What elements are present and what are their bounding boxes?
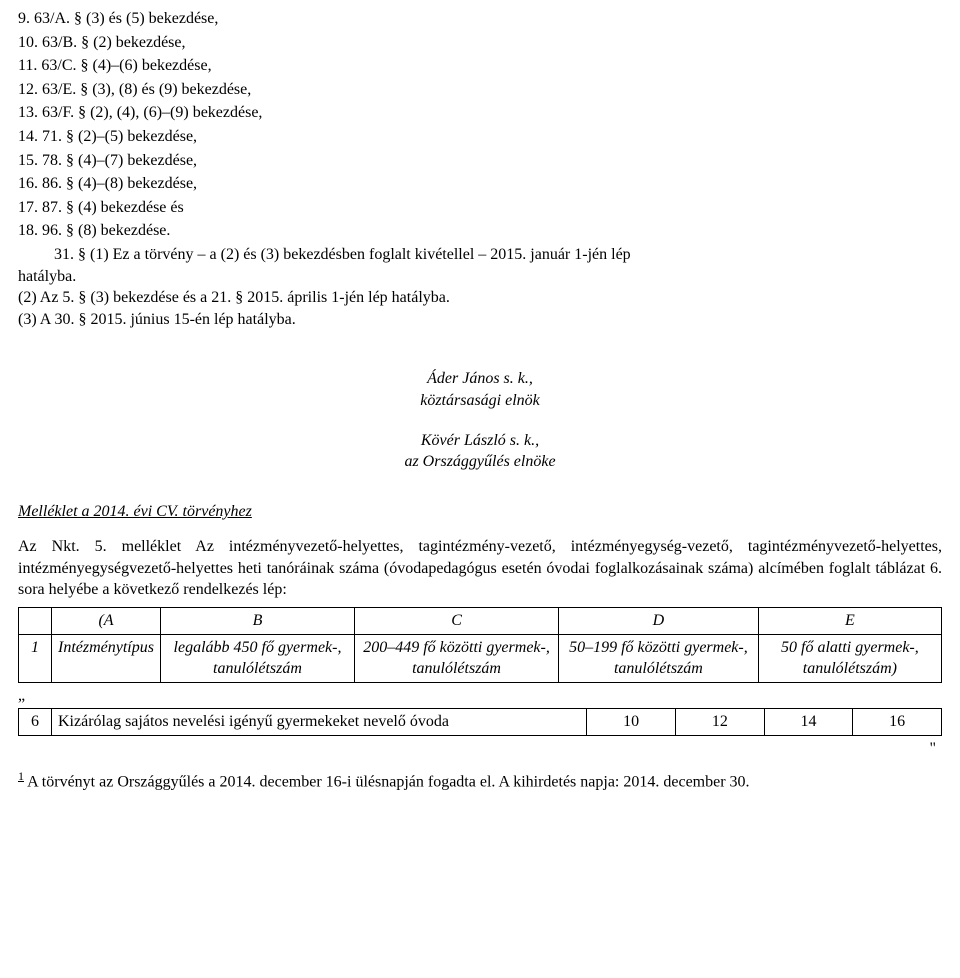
cell-label: Kizárólag sajátos nevelési igényű gyerme… [52, 709, 587, 736]
header-table: (A B C D E 1 Intézménytípus legalább 450… [18, 607, 942, 683]
signatory-2-name: Kövér László s. k., [18, 430, 942, 452]
data-table: 6 Kizárólag sajátos nevelési igényű gyer… [18, 708, 942, 736]
list-item: 16. 86. § (4)–(8) bekezdése, [18, 173, 942, 195]
table-row: 6 Kizárólag sajátos nevelési igényű gyer… [19, 709, 942, 736]
cell: 50 fő alatti gyermek-, tanulólétszám) [758, 634, 941, 682]
cell: 200–449 fő közötti gyermek-, tanulólétsz… [355, 634, 559, 682]
list-item: 15. 78. § (4)–(7) bekezdése, [18, 150, 942, 172]
signatory-2-title: az Országgyűlés elnöke [18, 451, 942, 473]
para-31-1-line2: hatályba. [18, 266, 942, 288]
cell-rownum: 1 [19, 634, 52, 682]
paragraph-31: 31. § (1) Ez a törvény – a (2) és (3) be… [18, 244, 942, 330]
list-item: 18. 96. § (8) bekezdése. [18, 220, 942, 242]
list-item: 9. 63/A. § (3) és (5) bekezdése, [18, 8, 942, 30]
open-quote: „ [18, 685, 942, 707]
signatory-1-name: Áder János s. k., [18, 368, 942, 390]
amendment-list: 9. 63/A. § (3) és (5) bekezdése, 10. 63/… [18, 8, 942, 242]
para-31-2: (2) Az 5. § (3) bekezdése és a 21. § 201… [18, 287, 942, 309]
cell: legalább 450 fő gyermek-, tanulólétszám [160, 634, 354, 682]
cell-val: 12 [675, 709, 764, 736]
table-row-headings: 1 Intézménytípus legalább 450 fő gyermek… [19, 634, 942, 682]
signatory-1-title: köztársasági elnök [18, 390, 942, 412]
list-item: 12. 63/E. § (3), (8) és (9) bekezdése, [18, 79, 942, 101]
cell: B [160, 608, 354, 635]
cell: C [355, 608, 559, 635]
para-31-1-line1: 31. § (1) Ez a törvény – a (2) és (3) be… [18, 244, 942, 266]
cell [19, 608, 52, 635]
list-item: 13. 63/F. § (2), (4), (6)–(9) bekezdése, [18, 102, 942, 124]
cell: (A [52, 608, 161, 635]
list-item: 14. 71. § (2)–(5) bekezdése, [18, 126, 942, 148]
cell: 50–199 fő közötti gyermek-, tanulólétszá… [559, 634, 759, 682]
cell: E [758, 608, 941, 635]
cell: Intézménytípus [52, 634, 161, 682]
cell-rownum: 6 [19, 709, 52, 736]
para-31-3: (3) A 30. § 2015. június 15-én lép hatál… [18, 309, 942, 331]
appendix-title: Melléklet a 2014. évi CV. törvényhez [18, 501, 942, 523]
cell-val: 16 [853, 709, 942, 736]
cell: D [559, 608, 759, 635]
list-item: 10. 63/B. § (2) bekezdése, [18, 32, 942, 54]
footnote-text: A törvényt az Országgyűlés a 2014. decem… [24, 773, 750, 790]
cell-val: 14 [764, 709, 853, 736]
table-row-letters: (A B C D E [19, 608, 942, 635]
signature-block: Áder János s. k., köztársasági elnök Köv… [18, 368, 942, 472]
appendix-body: Az Nkt. 5. melléklet Az intézményvezető-… [18, 536, 942, 601]
cell-val: 10 [587, 709, 676, 736]
list-item: 17. 87. § (4) bekezdése és [18, 197, 942, 219]
close-quote: " [18, 738, 936, 760]
footnote: 1 A törvényt az Országgyűlés a 2014. dec… [18, 768, 942, 793]
list-item: 11. 63/C. § (4)–(6) bekezdése, [18, 55, 942, 77]
